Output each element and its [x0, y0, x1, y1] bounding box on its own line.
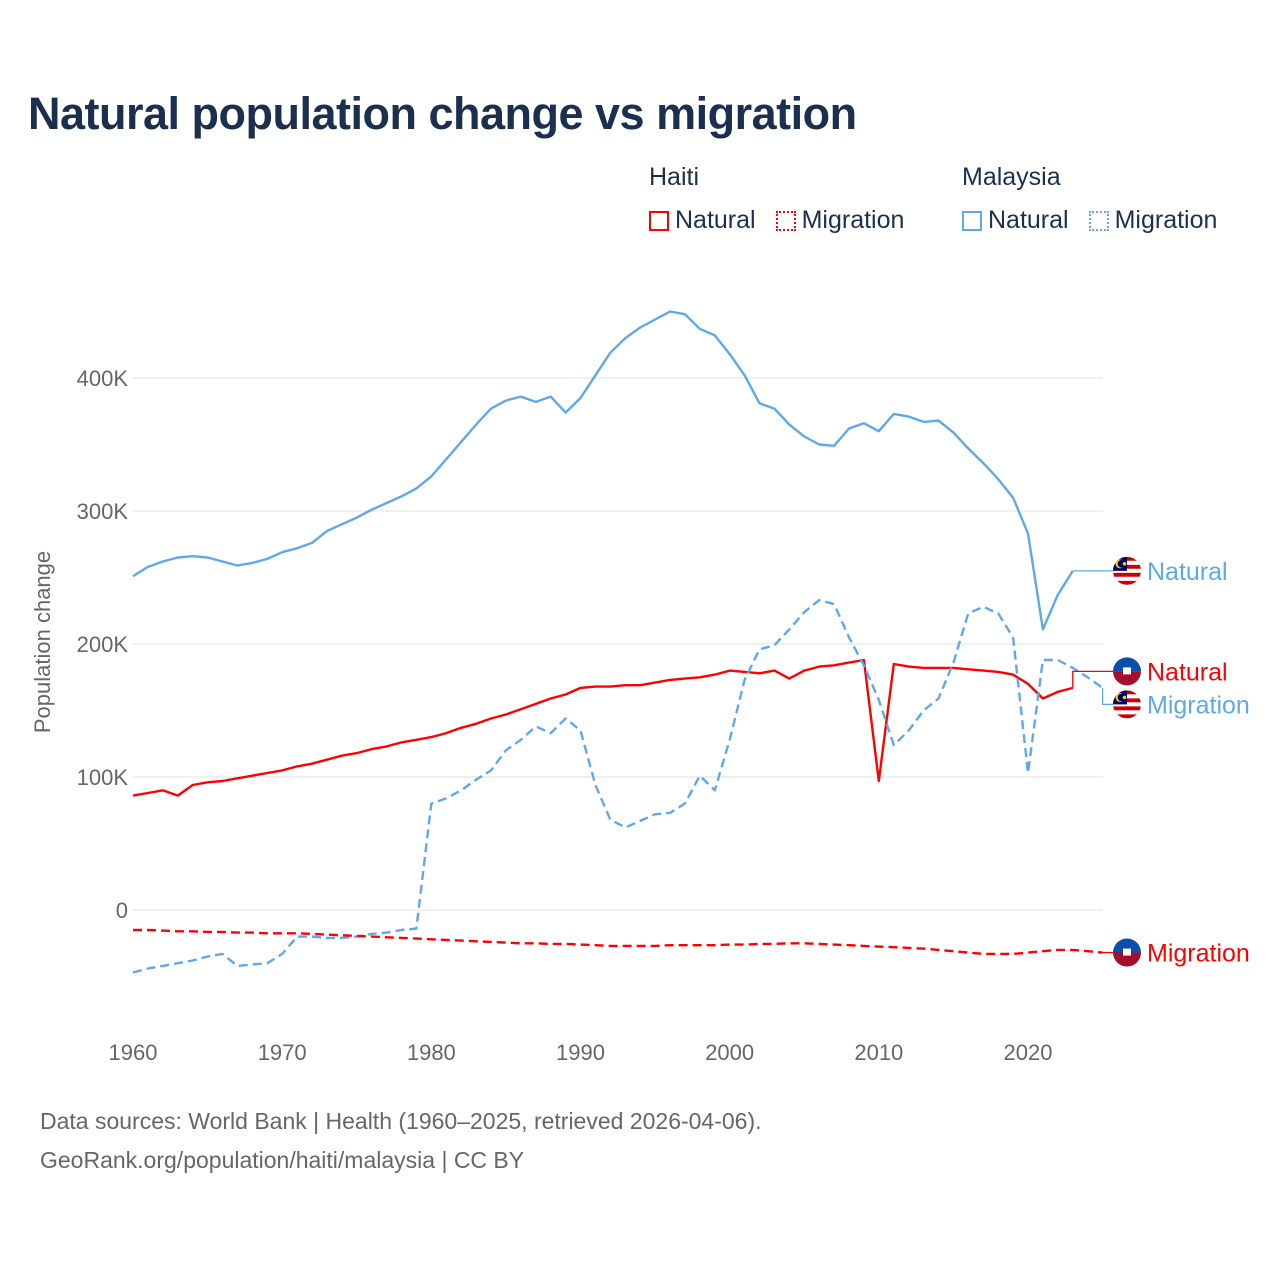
flag-star	[1122, 695, 1127, 700]
flag-stripe	[1113, 576, 1141, 581]
malaysia-flag-icon	[1113, 556, 1141, 585]
flag-bottom	[1113, 952, 1141, 967]
haiti-flag-icon	[1113, 938, 1141, 967]
legend-group-title: Malaysia	[962, 163, 1061, 191]
y-tick-label: 200K	[77, 632, 129, 657]
legend-group-malaysia: Malaysia Natural Migration	[962, 163, 1217, 235]
y-tick-label: 400K	[77, 366, 129, 391]
legend-label: Migration	[801, 206, 905, 234]
series-line-haiti-natural	[132, 658, 1074, 797]
y-tick-label: 100K	[77, 765, 129, 790]
haiti-flag-icon	[1113, 657, 1141, 686]
flag-stripe	[1113, 706, 1141, 711]
x-tick-label: 2000	[705, 1040, 754, 1065]
legend-label: Natural	[675, 206, 756, 234]
legend-item-haiti-migration[interactable]: Migration	[775, 206, 905, 235]
solid-swatch-icon	[962, 210, 982, 231]
x-tick-label: 1990	[556, 1040, 605, 1065]
series-line-haiti-migration	[133, 928, 1103, 956]
legend-item-haiti-natural[interactable]: Natural	[649, 206, 756, 235]
legend-group-haiti: Haiti Natural Migration	[649, 163, 924, 235]
flag-top	[1113, 938, 1141, 953]
series-end-label: Natural	[1147, 558, 1228, 586]
y-axis-label: Population change	[30, 551, 55, 733]
y-tick-label: 300K	[77, 499, 129, 524]
series-line-malaysia-migration	[132, 598, 1104, 974]
legend-item-malaysia-natural[interactable]: Natural	[962, 206, 1069, 235]
malaysia-flag-icon	[1113, 690, 1141, 719]
flag-stripe	[1113, 710, 1141, 715]
dotted-swatch-icon	[1088, 210, 1109, 231]
series-end-label: Migration	[1147, 940, 1250, 968]
chart-title: Natural population change vs migration	[28, 88, 857, 139]
flag-stripe	[1113, 572, 1141, 577]
flag-body	[1113, 690, 1141, 719]
flag-body	[1113, 556, 1141, 585]
flag-stripe	[1113, 580, 1141, 585]
label-connector	[1072, 670, 1113, 688]
footer-credit[interactable]: GeoRank.org/population/haiti/malaysia | …	[40, 1147, 525, 1173]
series-end-label: Migration	[1147, 691, 1250, 719]
series-end-label: Natural	[1147, 658, 1228, 686]
x-tick-label: 2010	[854, 1040, 903, 1065]
x-tick-label: 1960	[109, 1040, 158, 1065]
flag-bottom	[1113, 671, 1141, 686]
solid-swatch-icon	[649, 210, 669, 231]
legend-item-malaysia-migration[interactable]: Migration	[1088, 206, 1218, 235]
flag-star	[1122, 562, 1127, 566]
x-tick-label: 1970	[258, 1040, 307, 1065]
x-tick-label: 1980	[407, 1040, 456, 1065]
y-tick-label: 0	[116, 898, 128, 923]
legend-group-title: Haiti	[649, 163, 700, 191]
legend-label: Natural	[988, 206, 1069, 234]
series-line-malaysia-natural	[132, 310, 1074, 631]
flag-crescent-cut	[1117, 560, 1126, 568]
flag-emblem	[1123, 948, 1131, 956]
flag-crescent-cut	[1117, 693, 1126, 702]
footer-sources: Data sources: World Bank | Health (1960–…	[40, 1108, 762, 1134]
x-tick-label: 2020	[1004, 1040, 1053, 1065]
dotted-swatch-icon	[775, 210, 796, 231]
flag-emblem	[1123, 667, 1131, 675]
flag-top	[1113, 657, 1141, 672]
legend-label: Migration	[1114, 206, 1218, 234]
flag-stripe	[1113, 714, 1141, 719]
label-connector	[1101, 687, 1113, 706]
